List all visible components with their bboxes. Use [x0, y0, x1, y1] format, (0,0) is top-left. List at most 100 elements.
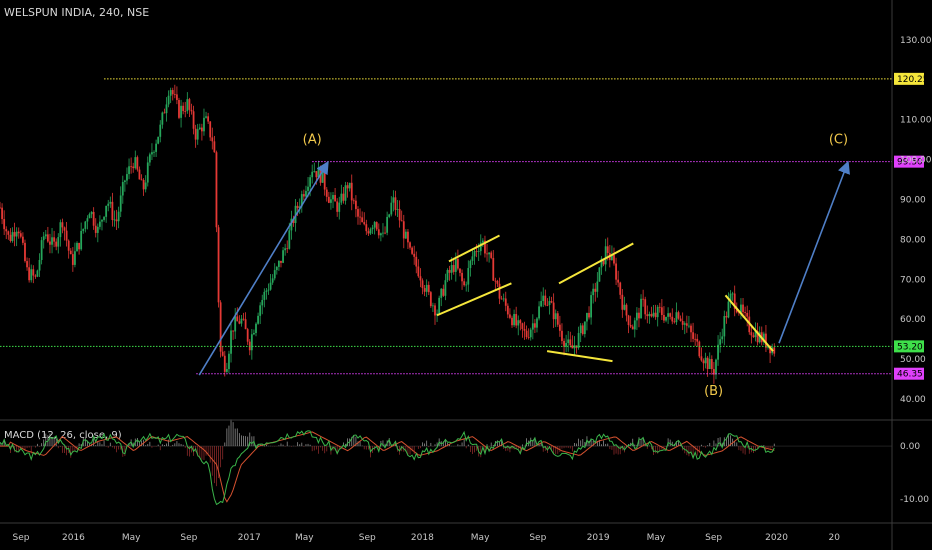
- candle-body: [496, 280, 499, 284]
- candle-body: [238, 321, 241, 324]
- candle-body: [99, 221, 101, 227]
- candle-body: [269, 282, 272, 290]
- candle-body: [113, 219, 116, 221]
- candle-body: [96, 226, 99, 233]
- candle-body: [32, 269, 35, 276]
- candle-body: [621, 294, 624, 310]
- candle-body: [55, 241, 58, 247]
- candle-body: [500, 298, 503, 300]
- macd-label: MACD (12, 26, close, 9): [4, 430, 122, 441]
- candle-body: [679, 318, 682, 321]
- candle-body: [215, 152, 218, 228]
- candle-body: [332, 195, 334, 200]
- candle-body: [581, 325, 584, 335]
- candle-body: [209, 121, 212, 138]
- candle-body: [627, 315, 630, 326]
- candle-body: [46, 234, 49, 242]
- y-tick-label: 100.00: [900, 156, 932, 166]
- candle-body: [558, 324, 561, 331]
- candle-body: [650, 313, 653, 317]
- wave-label: (C): [829, 133, 848, 148]
- candle-body: [390, 202, 393, 215]
- candle-body: [546, 304, 549, 306]
- candle-body: [9, 234, 12, 242]
- candle-body: [365, 224, 368, 232]
- x-tick-label: 2019: [587, 533, 610, 543]
- candle-body: [704, 357, 707, 364]
- chart-title: WELSPUN INDIA, 240, NSE: [4, 6, 150, 19]
- candle-body: [417, 266, 420, 277]
- macd-tick-label: 0.00: [900, 442, 920, 452]
- candle-body: [715, 359, 717, 375]
- candle-body: [228, 353, 230, 370]
- candle-body: [660, 307, 663, 315]
- candle-body: [327, 196, 330, 203]
- candle-body: [242, 318, 245, 320]
- candle-body: [754, 331, 757, 338]
- candle-body: [138, 169, 141, 180]
- candle-body: [667, 313, 670, 317]
- candle-body: [486, 253, 488, 255]
- candle-body: [11, 232, 14, 242]
- x-tick-label: May: [471, 533, 490, 543]
- macd-pane: [0, 419, 892, 506]
- candle-body: [148, 154, 151, 163]
- candle-body: [756, 331, 759, 343]
- macd-line: [0, 430, 775, 506]
- candle-body: [277, 260, 280, 267]
- candle-body: [475, 251, 478, 252]
- candle-body: [511, 317, 513, 326]
- candle-body: [683, 323, 686, 325]
- candle-body: [232, 330, 235, 332]
- candle-body: [565, 343, 568, 347]
- candle-body: [552, 302, 555, 320]
- candle-body: [236, 316, 239, 322]
- candle-body: [330, 199, 332, 203]
- candle-body: [273, 270, 276, 279]
- candle-body: [529, 329, 532, 338]
- candle-body: [579, 325, 582, 334]
- candle-body: [305, 190, 307, 197]
- candle-body: [53, 237, 56, 242]
- candle-body: [735, 308, 738, 313]
- candle-body: [519, 320, 522, 324]
- candle-body: [488, 252, 491, 255]
- y-tick-label: 130.00: [900, 36, 932, 46]
- trendline: [436, 282, 512, 317]
- trendline: [448, 234, 500, 263]
- candle-body: [438, 297, 441, 314]
- candle-body: [442, 288, 445, 296]
- candle-body: [590, 295, 592, 318]
- candle-body: [221, 351, 224, 356]
- candle-body: [259, 305, 262, 316]
- candle-body: [700, 356, 703, 361]
- candle-body: [151, 152, 153, 155]
- candle-body: [94, 225, 97, 233]
- candle-body: [132, 166, 135, 169]
- candle-body: [444, 280, 447, 296]
- candle-body: [758, 332, 761, 343]
- candle-body: [213, 141, 216, 153]
- candle-body: [361, 217, 364, 223]
- candle-body: [648, 313, 651, 317]
- candle-body: [388, 214, 391, 217]
- candle-body: [625, 304, 628, 316]
- candle-body: [7, 231, 10, 235]
- candle-body: [250, 334, 253, 351]
- candle-body: [207, 116, 210, 122]
- candle-body: [321, 171, 324, 183]
- candle-body: [80, 230, 83, 250]
- candle-body: [69, 250, 72, 255]
- candle-body: [71, 254, 74, 265]
- level-label: 53.20: [897, 342, 923, 352]
- candle-body: [517, 320, 520, 326]
- trendline: [724, 294, 774, 352]
- level-label: 99.50: [897, 158, 923, 168]
- x-tick-label: Sep: [13, 533, 30, 543]
- candle-body: [471, 256, 474, 261]
- candle-body: [271, 278, 274, 283]
- candle-body: [692, 332, 694, 339]
- candle-body: [219, 302, 222, 352]
